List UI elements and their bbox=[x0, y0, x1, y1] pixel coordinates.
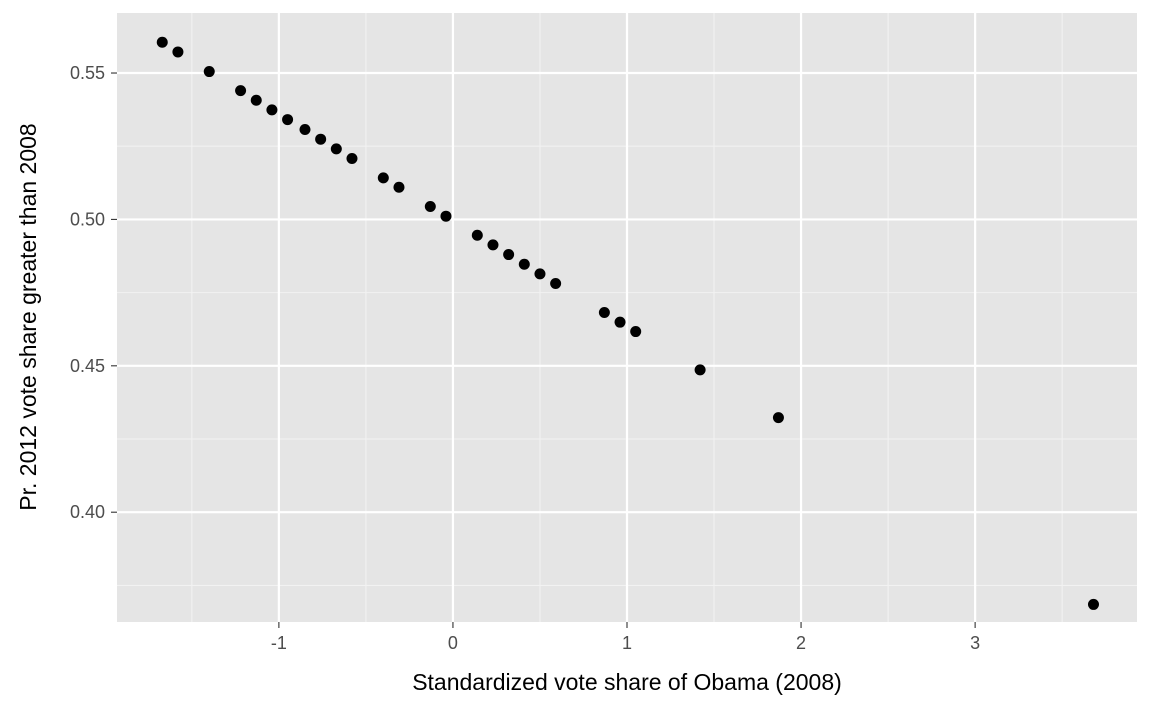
y-tick-label: 0.45 bbox=[70, 356, 105, 376]
data-point bbox=[203, 66, 215, 78]
data-point bbox=[487, 239, 499, 251]
data-point bbox=[614, 316, 626, 328]
data-point bbox=[471, 229, 483, 241]
data-point bbox=[282, 114, 294, 126]
data-point bbox=[299, 124, 311, 136]
data-point bbox=[440, 210, 452, 222]
x-axis-ticks: -1 0 1 2 3 bbox=[271, 622, 980, 653]
data-point bbox=[598, 307, 610, 319]
data-point bbox=[315, 133, 327, 145]
y-axis-title: Pr. 2012 vote share greater than 2008 bbox=[15, 123, 41, 510]
data-point bbox=[630, 326, 642, 338]
data-point bbox=[156, 36, 168, 48]
data-point bbox=[1087, 598, 1099, 610]
y-tick-label: 0.55 bbox=[70, 63, 105, 83]
x-tick-label: 1 bbox=[622, 633, 632, 653]
x-axis-title: Standardized vote share of Obama (2008) bbox=[412, 669, 842, 695]
x-tick-label: -1 bbox=[271, 633, 287, 653]
data-point bbox=[534, 268, 546, 280]
x-tick-label: 2 bbox=[796, 633, 806, 653]
data-point bbox=[772, 412, 784, 424]
data-point bbox=[694, 364, 706, 376]
data-points bbox=[156, 36, 1099, 610]
data-point bbox=[266, 104, 278, 116]
y-axis-ticks: 0.40 0.45 0.50 0.55 bbox=[70, 63, 117, 522]
x-tick-label: 0 bbox=[448, 633, 458, 653]
data-point bbox=[518, 258, 530, 270]
data-point bbox=[330, 143, 342, 155]
data-point bbox=[172, 46, 184, 58]
major-gridlines bbox=[117, 13, 1137, 622]
data-point bbox=[235, 85, 247, 97]
y-tick-label: 0.40 bbox=[70, 502, 105, 522]
y-tick-label: 0.50 bbox=[70, 209, 105, 229]
data-point bbox=[346, 153, 358, 165]
data-point bbox=[503, 249, 515, 261]
data-point bbox=[393, 181, 405, 193]
data-point bbox=[250, 94, 262, 106]
x-tick-label: 3 bbox=[970, 633, 980, 653]
data-point bbox=[377, 172, 389, 184]
data-point bbox=[424, 201, 436, 213]
data-point bbox=[550, 278, 562, 290]
